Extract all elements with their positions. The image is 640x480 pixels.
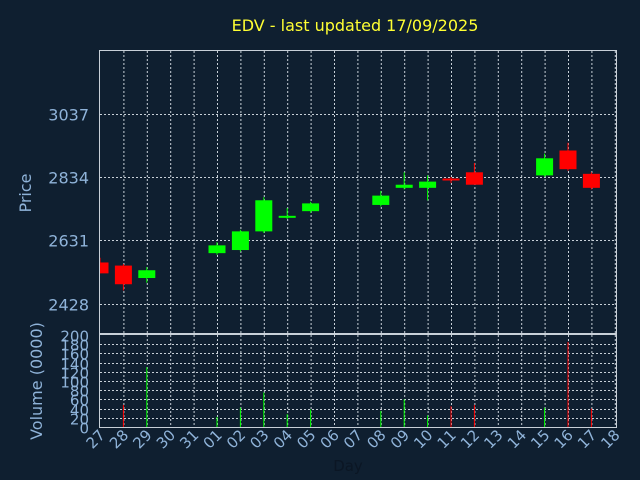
- candle-body: [559, 150, 577, 170]
- x-axis-label: Day: [333, 457, 363, 475]
- candle-body: [138, 270, 156, 279]
- grid-lines: [100, 51, 616, 427]
- x-tick-label: 07: [340, 426, 366, 452]
- x-tick-label: 02: [223, 426, 249, 452]
- x-tick-label: 08: [363, 426, 389, 452]
- candle-body: [208, 245, 226, 254]
- candle-body: [395, 184, 413, 188]
- x-tick-label: 04: [270, 426, 296, 452]
- x-tick-label: 06: [317, 426, 343, 452]
- candle-body: [278, 215, 296, 218]
- price-axis-label: Price: [16, 173, 35, 212]
- chart-title: EDV - last updated 17/09/2025: [232, 16, 479, 35]
- price-tick-label: 2834: [48, 169, 89, 188]
- candle-body: [442, 178, 460, 181]
- volume-tick-label: 120: [60, 365, 89, 383]
- candle-body: [536, 158, 554, 176]
- x-tick-label: 30: [153, 426, 179, 452]
- price-tick-label: 2631: [48, 232, 89, 251]
- x-tick-label: 11: [434, 426, 460, 452]
- candle-body: [231, 231, 249, 251]
- x-tick-label: 03: [246, 426, 272, 452]
- candle-body: [100, 262, 109, 274]
- volume-tick-label: 180: [60, 337, 89, 355]
- x-tick-label: 17: [574, 426, 600, 452]
- candle-body: [255, 200, 273, 232]
- price-panel-frame: [99, 50, 617, 334]
- x-tick-label: 16: [551, 426, 577, 452]
- x-tick-label: 10: [410, 426, 436, 452]
- candle-body: [302, 203, 320, 212]
- x-tick-label: 13: [480, 426, 506, 452]
- volume-tick-label: 60: [70, 392, 89, 410]
- x-tick-label: 05: [293, 426, 319, 452]
- candle-body: [419, 181, 437, 188]
- candle-body: [582, 173, 600, 188]
- x-tick-label: 01: [200, 426, 226, 452]
- candle-body: [465, 172, 483, 185]
- volume-tick-label: 80: [70, 383, 89, 401]
- volume-tick-label: 0: [79, 420, 89, 438]
- tick-labels: 2728293031010203040506070809101112131415…: [48, 106, 623, 453]
- volume-panel-frame: [99, 334, 617, 428]
- volume-tick-label: 160: [60, 346, 89, 364]
- candles: [99, 142, 600, 291]
- volume-tick-label: 100: [60, 374, 89, 392]
- volume-tick-label: 140: [60, 356, 89, 374]
- price-tick-label: 2428: [48, 296, 89, 315]
- volume-bars: [122, 341, 592, 427]
- candle-body: [372, 195, 390, 205]
- candle-body: [114, 265, 132, 285]
- x-tick-label: 14: [504, 426, 530, 452]
- x-tick-label: 15: [527, 426, 553, 452]
- x-tick-label: 29: [129, 426, 155, 452]
- x-tick-label: 09: [387, 426, 413, 452]
- price-tick-label: 3037: [48, 106, 89, 125]
- x-tick-label: 28: [106, 426, 132, 452]
- x-tick-label: 31: [176, 426, 202, 452]
- x-tick-label: 18: [597, 426, 623, 452]
- x-tick-label: 12: [457, 426, 483, 452]
- volume-tick-label: 40: [70, 402, 89, 420]
- volume-tick-label: 200: [60, 328, 89, 346]
- volume-axis-label: Volume (0000): [27, 322, 46, 440]
- volume-tick-label: 20: [70, 411, 89, 429]
